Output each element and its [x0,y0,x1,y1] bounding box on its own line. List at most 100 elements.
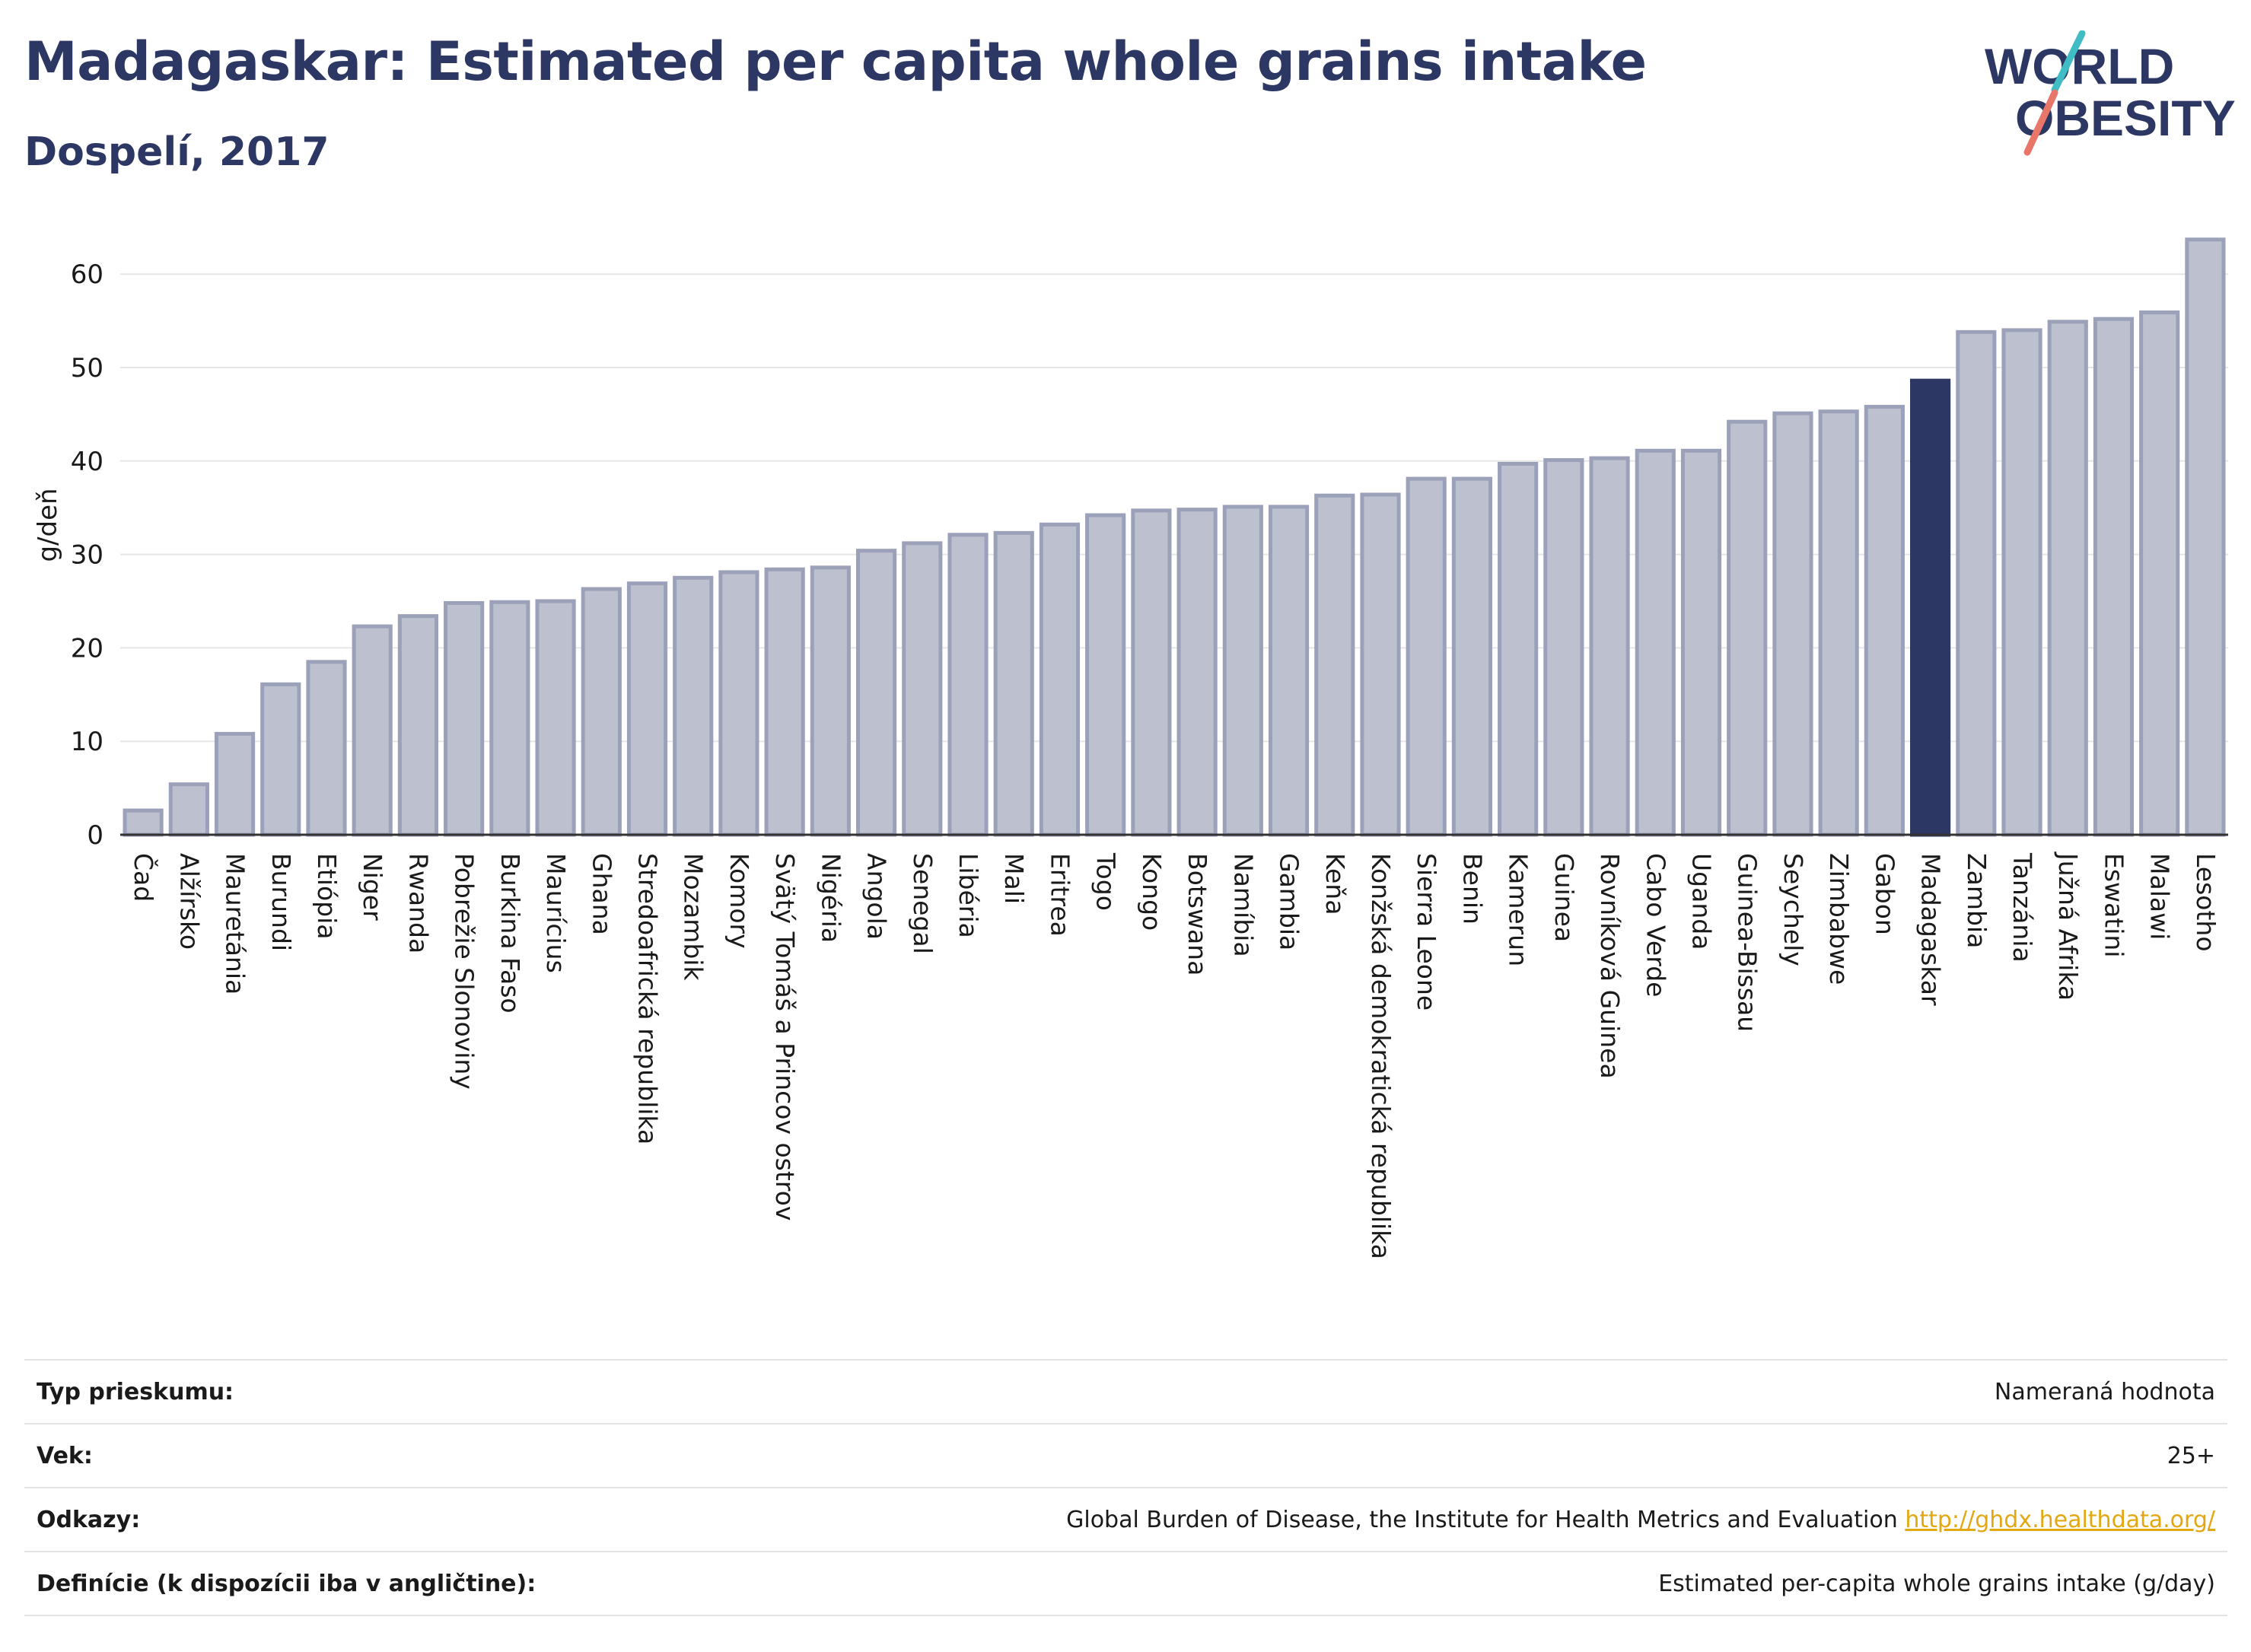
x-tick-label: Pobrežie Slonoviny [450,853,479,1090]
bar [306,660,347,837]
x-tick-label: Alžírsko [174,853,204,950]
x-tick-label: Senegal [908,853,938,954]
bar [1543,458,1584,837]
info-value: 25+ [2167,1443,2227,1469]
x-tick-label: Maurícius [541,853,571,973]
chart-title: Madagaskar: Estimated per capita whole g… [24,30,1647,93]
info-value-text: Estimated per-capita whole grains intake… [1658,1570,2215,1597]
x-tick-label: Mauretánia [221,853,250,995]
bar [856,549,897,837]
logo-slash-teal [2051,30,2086,94]
bar [1772,411,1813,837]
x-tick-label: Rovníková Guinea [1595,853,1625,1079]
x-tick-label: Mozambik [679,853,708,981]
x-tick-label: Seychely [1778,853,1808,966]
x-tick-label: Eswatini [2099,853,2128,957]
info-value-text: Nameraná hodnota [1994,1378,2215,1405]
bar [1039,522,1081,837]
x-tick-label: Angola [862,853,892,940]
bar [2001,328,2042,837]
x-tick-label: Eritrea [1045,853,1075,937]
x-tick-label: Lesotho [2191,853,2221,952]
y-tick-label: 40 [71,447,103,477]
bar [214,731,256,837]
bar [2047,320,2088,837]
x-tick-label: Uganda [1687,853,1717,950]
x-tick-label: Kamerun [1504,853,1533,966]
bar-highlighted [1910,378,1951,837]
logo-slash-coral [2023,89,2058,156]
bar [1176,508,1218,837]
bar [1314,493,1355,837]
x-tick-label: Zambia [1962,853,1992,948]
y-tick-label: 30 [71,540,103,571]
bar [2093,317,2135,837]
bar [1498,461,1539,837]
bar [1268,505,1310,837]
bar [260,682,301,837]
x-tick-label: Keňa [1320,853,1350,915]
y-tick-label: 0 [87,820,103,851]
y-tick-label: 10 [71,727,103,757]
info-value: Global Burden of Disease, the Institute … [1066,1507,2227,1533]
reference-link[interactable]: http://ghdx.healthdata.org/ [1905,1506,2215,1533]
info-row: Odkazy: Global Burden of Disease, the Ins… [24,1487,2227,1551]
info-table: Typ prieskumu: Nameraná hodnota Vek: 25+ Odk… [24,1359,2227,1616]
bar [1222,505,1263,837]
y-tick-label: 60 [71,259,103,290]
chart-subtitle: Dospelí, 2017 [24,129,330,175]
bar [1680,448,1722,837]
info-label: Odkazy: [37,1506,141,1533]
bar [902,541,943,837]
bar-chart: 0 10 20 30 40 50 60 Čad Alžírsko Mauretánia Burund… [33,237,2228,1259]
bar [1406,476,1447,837]
x-tick-label: Zimbabwe [1824,853,1854,985]
bar [1635,448,1676,837]
bar [1956,329,1997,837]
bar [1864,405,1905,837]
info-label: Vek: [37,1442,93,1469]
bar [535,599,576,837]
y-tick-label: 20 [71,633,103,664]
x-tick-label: Kongo [1137,853,1167,931]
info-value: Nameraná hodnota [1995,1379,2227,1405]
x-tick-label: Ghana [587,853,616,935]
x-tick-label: Benin [1457,853,1487,925]
x-tick-label: Nigéria [816,853,845,943]
bar [2139,310,2180,837]
x-tick-label: Guinea-Bissau [1733,853,1762,1032]
x-tick-label: Svätý Tomáš a Princov ostrov [770,853,800,1221]
info-value-text: 25+ [2167,1442,2215,1469]
x-tick-label: Guinea [1549,853,1579,942]
x-tick-label: Cabo Verde [1641,853,1670,997]
info-label: Definície (k dispozícii iba v angličtine… [37,1570,536,1597]
bar [397,614,439,837]
x-tick-label: Konžská demokratická republika [1366,853,1396,1259]
x-tick-label: Čad [129,853,159,902]
bars [123,237,2226,837]
logo-text-world: WORLD [1985,38,2174,94]
bar [352,624,393,837]
x-tick-label: Mali [999,853,1029,904]
x-tick-label: Namíbia [1228,853,1258,957]
x-tick-label: Gambia [1275,853,1304,950]
x-tick-label: Libéria [954,853,983,938]
axes: 0 10 20 30 40 50 60 Čad Alžírsko Mauretánia Burund… [71,259,2228,1259]
x-tick-label: Komory [724,853,754,949]
x-tick-label: Malawi [2145,853,2175,940]
bar [1360,492,1401,837]
info-value-text: Global Burden of Disease, the Institute … [1066,1506,1898,1533]
x-tick-label: Togo [1091,852,1121,911]
bar [626,581,668,837]
info-label: Typ prieskumu: [37,1378,234,1405]
bar [1451,476,1492,837]
x-tick-label: Stredoafrická republika [633,853,663,1144]
bar [1085,513,1126,837]
bar [947,533,989,837]
x-tick-label: Burundi [266,853,296,951]
bar [2185,237,2226,837]
bar [764,567,805,837]
x-tick-label: Etiópia [312,853,342,940]
info-row: Vek: 25+ [24,1423,2227,1487]
bar [718,570,759,837]
